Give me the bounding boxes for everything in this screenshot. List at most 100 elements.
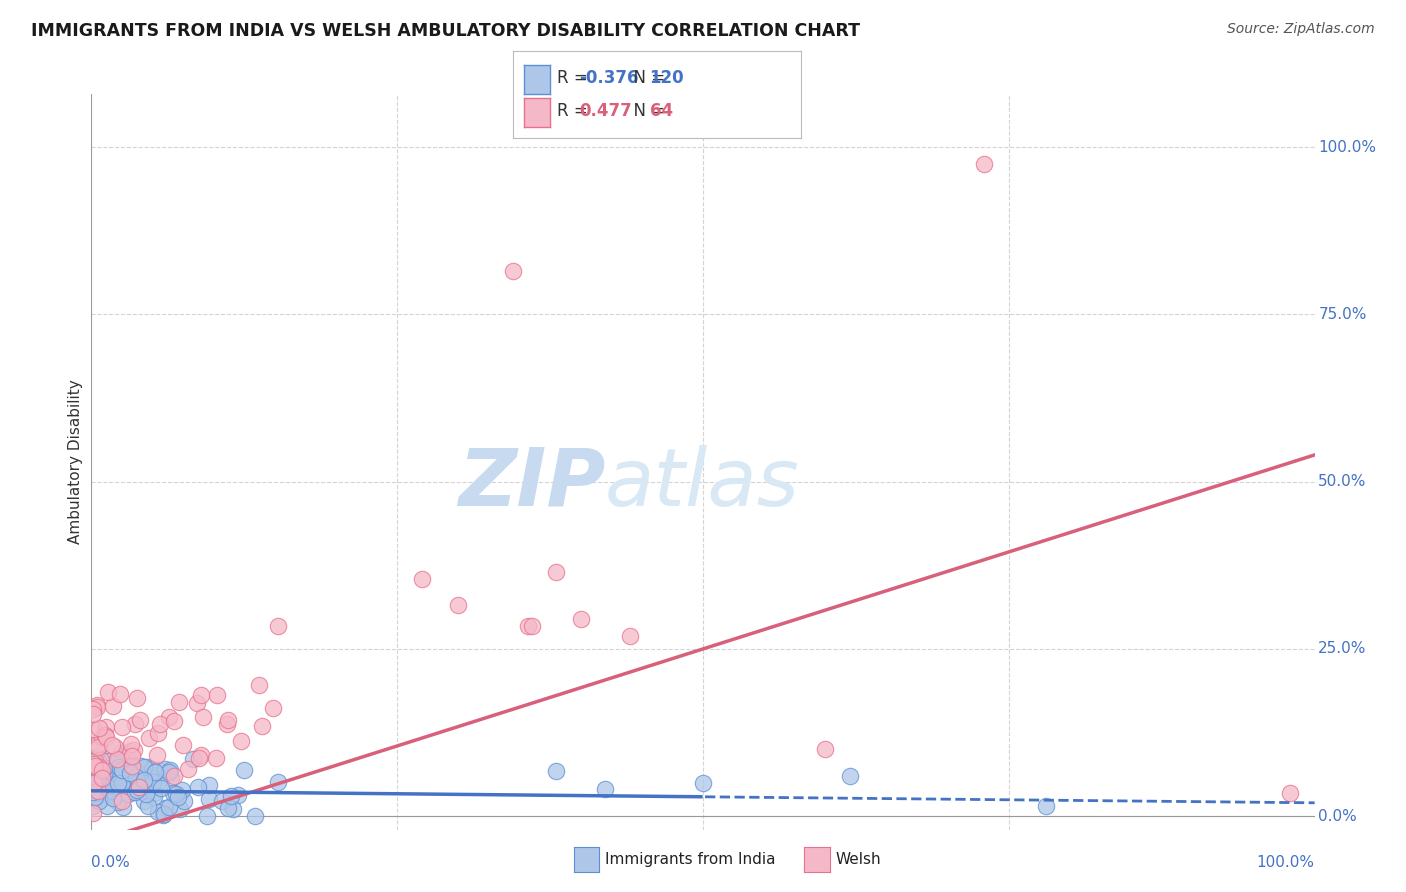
Point bbox=[159, 764, 181, 778]
Point bbox=[83, 756, 105, 771]
Point bbox=[83, 772, 105, 787]
Point bbox=[411, 572, 433, 586]
Point bbox=[82, 756, 104, 771]
Text: 0.0%: 0.0% bbox=[1319, 809, 1357, 823]
Point bbox=[91, 779, 114, 793]
Point bbox=[247, 677, 270, 691]
Point bbox=[107, 760, 129, 774]
Point bbox=[118, 766, 141, 780]
Point bbox=[124, 743, 146, 757]
Point bbox=[107, 753, 129, 767]
Point bbox=[90, 753, 112, 767]
Point bbox=[87, 721, 110, 735]
Point bbox=[149, 716, 172, 731]
Point bbox=[142, 789, 165, 804]
Point bbox=[138, 770, 160, 784]
Point bbox=[83, 754, 105, 768]
Text: 50.0%: 50.0% bbox=[1319, 475, 1367, 489]
Point bbox=[110, 776, 132, 790]
Point bbox=[107, 776, 129, 790]
Point bbox=[83, 761, 105, 775]
Point bbox=[197, 778, 219, 792]
Point bbox=[163, 769, 186, 783]
Point bbox=[87, 759, 110, 773]
Point bbox=[195, 809, 218, 823]
Point bbox=[135, 788, 157, 802]
Point bbox=[87, 789, 110, 803]
Point bbox=[148, 725, 170, 739]
Point bbox=[125, 691, 148, 706]
Point bbox=[111, 778, 134, 792]
Point bbox=[546, 764, 568, 778]
Point bbox=[447, 599, 470, 613]
Point bbox=[205, 688, 228, 702]
Text: atlas: atlas bbox=[605, 445, 800, 523]
Text: 25.0%: 25.0% bbox=[1319, 641, 1367, 657]
Point bbox=[117, 747, 139, 762]
Point bbox=[120, 737, 142, 751]
Point bbox=[83, 765, 105, 780]
Point bbox=[91, 763, 114, 777]
Point bbox=[121, 758, 143, 772]
Point bbox=[136, 760, 159, 774]
Point bbox=[569, 612, 592, 626]
Point bbox=[87, 738, 110, 752]
Point bbox=[90, 772, 112, 786]
Point bbox=[96, 798, 118, 813]
Point bbox=[82, 798, 104, 813]
Point bbox=[112, 770, 135, 784]
Text: R =: R = bbox=[557, 70, 593, 87]
Point bbox=[191, 710, 214, 724]
Point bbox=[814, 742, 837, 756]
Text: 0.0%: 0.0% bbox=[91, 855, 131, 871]
Point bbox=[163, 714, 186, 728]
Point bbox=[83, 722, 105, 736]
Point bbox=[96, 774, 118, 789]
Point bbox=[97, 685, 120, 699]
Point bbox=[96, 720, 118, 734]
Point bbox=[117, 762, 139, 776]
Point bbox=[86, 740, 108, 755]
Text: 0.477: 0.477 bbox=[579, 103, 633, 120]
Point bbox=[267, 775, 290, 789]
Point bbox=[1279, 786, 1302, 800]
Point bbox=[204, 751, 226, 765]
Point bbox=[187, 780, 209, 794]
Point bbox=[87, 772, 110, 786]
Point bbox=[160, 772, 183, 786]
Point bbox=[98, 764, 121, 779]
Point bbox=[153, 762, 176, 776]
Point bbox=[262, 701, 284, 715]
Point bbox=[112, 764, 135, 778]
Point bbox=[91, 730, 114, 744]
Text: Source: ZipAtlas.com: Source: ZipAtlas.com bbox=[1227, 22, 1375, 37]
Point bbox=[83, 775, 105, 789]
Point bbox=[226, 789, 249, 803]
Point bbox=[98, 784, 121, 798]
Point bbox=[187, 751, 209, 765]
Point bbox=[143, 786, 166, 800]
Point bbox=[157, 765, 180, 780]
Point bbox=[86, 699, 108, 714]
Point bbox=[173, 794, 195, 808]
Point bbox=[118, 771, 141, 785]
Point bbox=[101, 699, 124, 714]
Point bbox=[103, 788, 125, 802]
Text: 100.0%: 100.0% bbox=[1319, 140, 1376, 154]
Point bbox=[146, 764, 169, 778]
Point bbox=[152, 808, 174, 822]
Text: ZIP: ZIP bbox=[458, 445, 605, 523]
Point bbox=[127, 783, 149, 797]
Point bbox=[973, 157, 995, 171]
Point bbox=[107, 776, 129, 790]
Point bbox=[177, 762, 200, 776]
Point bbox=[172, 738, 194, 752]
Point bbox=[157, 800, 180, 814]
Point bbox=[157, 710, 180, 724]
Point bbox=[120, 762, 142, 776]
Point bbox=[190, 747, 212, 762]
Point bbox=[517, 619, 540, 633]
Point bbox=[93, 728, 115, 742]
Text: 100.0%: 100.0% bbox=[1257, 855, 1315, 871]
Point bbox=[82, 706, 104, 721]
